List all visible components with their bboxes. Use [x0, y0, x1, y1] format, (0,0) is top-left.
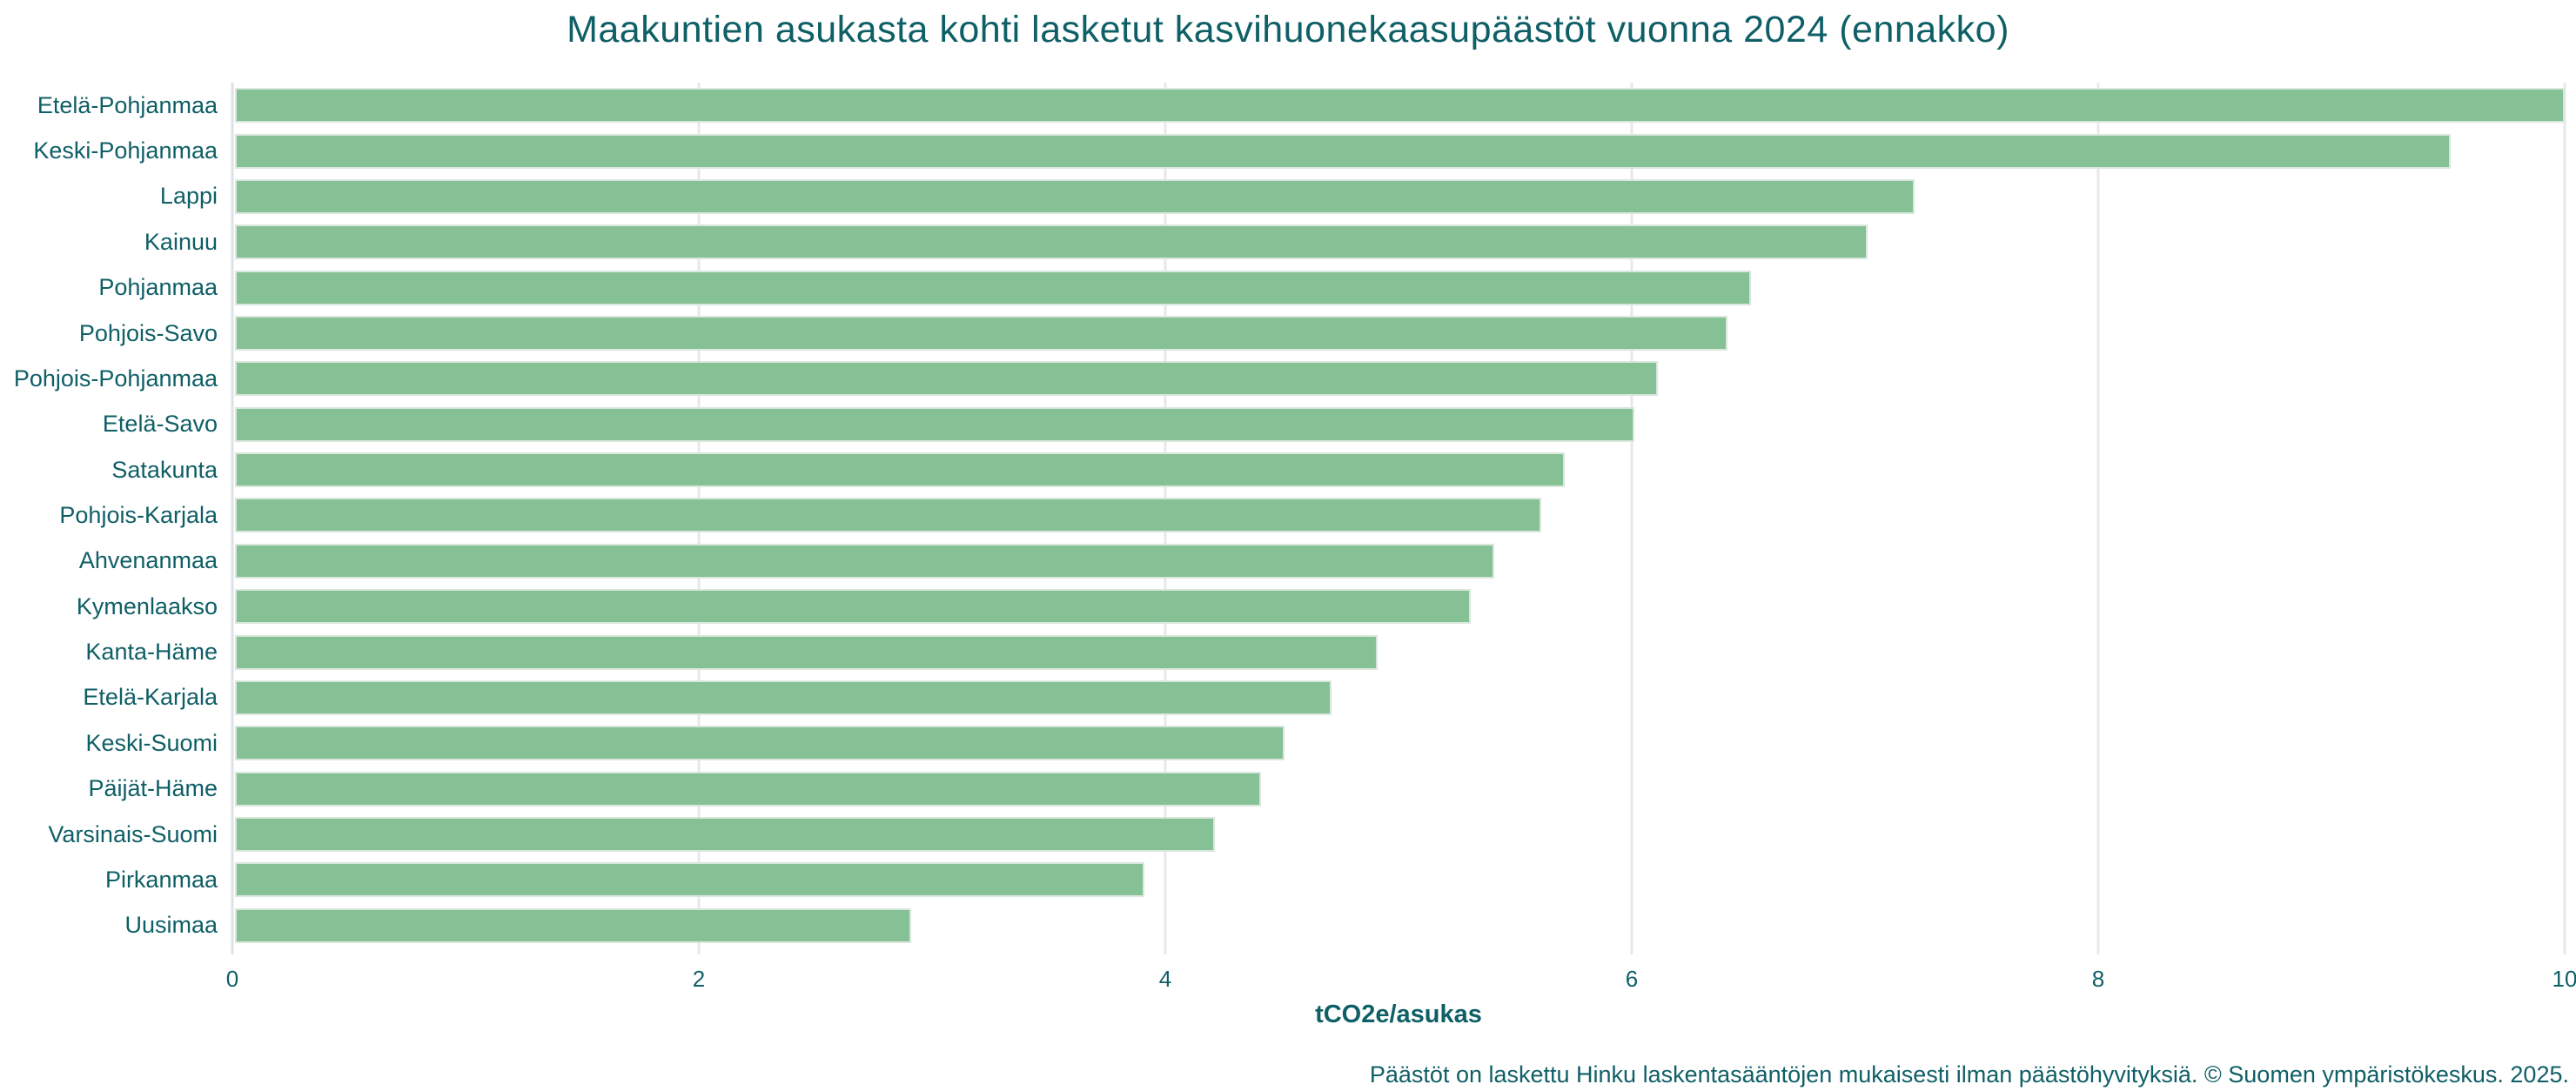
y-label-keski-suomi: Keski-Suomi	[85, 729, 218, 756]
y-label-ahvenanmaa: Ahvenanmaa	[78, 547, 218, 574]
y-label-pohjanmaa: Pohjanmaa	[98, 274, 218, 301]
bar-kymenlaakso[interactable]	[235, 589, 1472, 625]
bar-etelä-karjala[interactable]	[235, 679, 1332, 715]
bar-ahvenanmaa[interactable]	[235, 543, 1495, 579]
bar-row	[232, 447, 2565, 492]
bar-etelä-pohjanmaa[interactable]	[235, 88, 2565, 124]
bar-kanta-häme[interactable]	[235, 634, 1379, 670]
y-label-päijät-häme: Päijät-Häme	[88, 775, 218, 802]
bar-row	[232, 128, 2565, 173]
bar-row	[232, 675, 2565, 720]
bar-row	[232, 219, 2565, 264]
bar-row	[232, 264, 2565, 310]
bar-pohjois-pohjanmaa[interactable]	[235, 361, 1658, 397]
x-tick-10: 10	[2552, 966, 2576, 992]
bar-row	[232, 174, 2565, 219]
bar-row	[232, 83, 2565, 128]
bar-row	[232, 812, 2565, 857]
y-label-etelä-pohjanmaa: Etelä-Pohjanmaa	[37, 91, 218, 118]
y-label-pirkanmaa: Pirkanmaa	[104, 866, 218, 893]
y-label-pohjois-savo: Pohjois-Savo	[78, 319, 218, 346]
bar-pohjanmaa[interactable]	[235, 270, 1751, 305]
y-label-etelä-karjala: Etelä-Karjala	[83, 684, 218, 711]
bar-pohjois-savo[interactable]	[235, 316, 1728, 351]
y-label-pohjois-pohjanmaa: Pohjois-Pohjanmaa	[13, 365, 218, 392]
bar-row	[232, 857, 2565, 902]
bar-satakunta[interactable]	[235, 452, 1565, 488]
y-label-kymenlaakso: Kymenlaakso	[76, 592, 218, 619]
bar-row	[232, 311, 2565, 356]
y-label-satakunta: Satakunta	[111, 456, 218, 483]
bar-varsinais-suomi[interactable]	[235, 817, 1215, 853]
bar-row	[232, 766, 2565, 812]
y-axis-labels: Etelä-Pohjanmaa Keski-Pohjanmaa Lappi Kainu…	[0, 83, 218, 948]
bar-kainuu[interactable]	[235, 224, 1868, 260]
bar-row	[232, 584, 2565, 629]
bar-lappi[interactable]	[235, 178, 1915, 214]
x-axis-title: tCO2e/asukas	[1315, 1001, 1482, 1028]
y-label-lappi: Lappi	[159, 183, 218, 210]
y-label-pohjois-karjala: Pohjois-Karjala	[59, 501, 218, 528]
y-label-etelä-savo: Etelä-Savo	[102, 411, 218, 438]
bar-row	[232, 402, 2565, 447]
plot-area	[232, 83, 2565, 948]
x-tick-4: 4	[1158, 966, 1172, 992]
bar-pirkanmaa[interactable]	[235, 862, 1145, 898]
source-note: Päästöt on laskettu Hinku laskentasääntö…	[1369, 1061, 2569, 1088]
chart-title: Maakuntien asukasta kohti lasketut kasvi…	[567, 9, 2009, 50]
x-axis-tick-labels: 0 2 4 6 8 10	[0, 966, 2576, 995]
bar-row	[232, 629, 2565, 674]
bar-keski-suomi[interactable]	[235, 726, 1285, 761]
bar-keski-pohjanmaa[interactable]	[235, 133, 2451, 169]
x-tick-8: 8	[2091, 966, 2105, 992]
bar-row	[232, 492, 2565, 538]
x-tick-6: 6	[1625, 966, 1639, 992]
bar-row	[232, 720, 2565, 766]
y-label-varsinais-suomi: Varsinais-Suomi	[48, 820, 218, 847]
bar-pohjois-karjala[interactable]	[235, 498, 1541, 533]
y-label-keski-pohjanmaa: Keski-Pohjanmaa	[33, 137, 218, 164]
bar-row	[232, 356, 2565, 401]
y-label-kainuu: Kainuu	[144, 228, 218, 255]
x-tick-2: 2	[692, 966, 706, 992]
bar-päijät-häme[interactable]	[235, 771, 1262, 807]
bar-etelä-savo[interactable]	[235, 406, 1634, 442]
bar-row	[232, 903, 2565, 948]
x-tick-0: 0	[225, 966, 239, 992]
y-label-uusimaa: Uusimaa	[124, 912, 218, 939]
bar-row	[232, 539, 2565, 584]
y-label-kanta-häme: Kanta-Häme	[85, 639, 218, 666]
bar-uusimaa[interactable]	[235, 907, 912, 943]
